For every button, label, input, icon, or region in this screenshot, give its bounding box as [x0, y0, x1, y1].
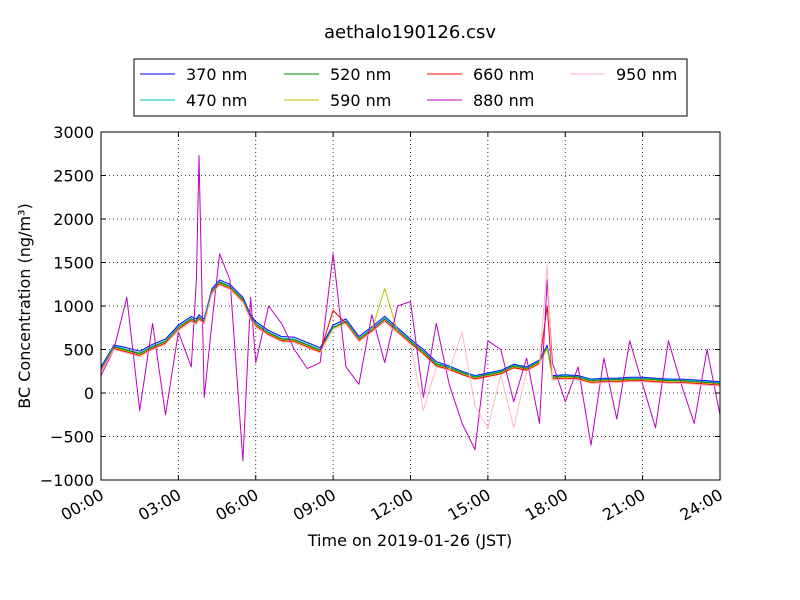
series-line-950-nm [101, 263, 720, 429]
legend-label: 470 nm [186, 91, 247, 110]
y-tick-label: 1500 [53, 254, 94, 273]
legend: 370 nm 470 nm 520 nm 590 nm 660 nm 880 nm 950 … [133, 58, 688, 117]
legend-box [133, 58, 688, 117]
chart-title: aethalo190126.csv [324, 22, 496, 43]
y-axis: 3000 2500 2000 1500 1000 500 0 −500 −1000 [40, 123, 720, 490]
legend-label: 590 nm [330, 91, 391, 110]
y-tick-label: −500 [50, 428, 94, 447]
legend-label: 950 nm [616, 65, 677, 84]
y-tick-label: 3000 [53, 123, 94, 142]
x-axis-label: Time on 2019-01-26 (JST) [307, 531, 512, 550]
legend-label: 660 nm [473, 65, 534, 84]
legend-label: 520 nm [330, 65, 391, 84]
y-tick-label: 2000 [53, 210, 94, 229]
y-axis-label: BC Concentration (ng/m³) [15, 203, 34, 408]
legend-label: 370 nm [186, 65, 247, 84]
y-tick-label: 2500 [53, 167, 94, 186]
y-tick-label: 1000 [53, 297, 94, 316]
y-tick-label: 500 [63, 341, 94, 360]
series-lines [101, 155, 720, 462]
y-tick-label: 0 [84, 384, 94, 403]
series-line-880-nm [101, 155, 720, 462]
y-tick-label: −1000 [40, 471, 94, 490]
legend-label: 880 nm [473, 91, 534, 110]
series-line-370-nm [101, 279, 720, 383]
